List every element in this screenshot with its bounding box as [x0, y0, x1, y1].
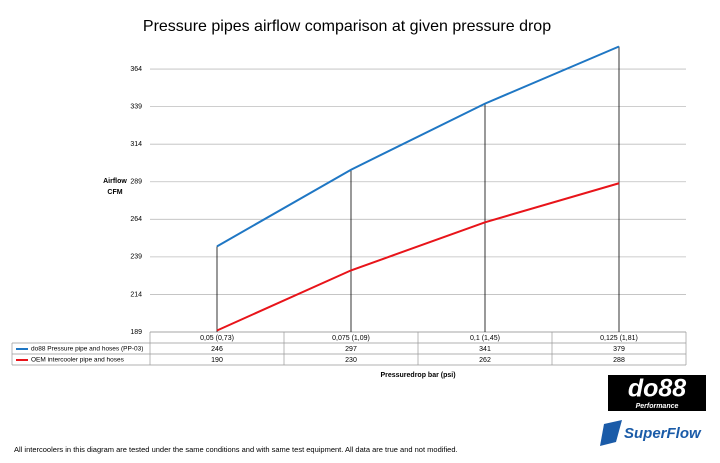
y-tick-label: 364 — [130, 66, 142, 73]
legend-label: do88 Pressure pipe and hoses (PP-03) — [31, 346, 143, 353]
x-tick-label: 0,125 (1,81) — [600, 335, 638, 342]
table-value: 379 — [613, 346, 625, 353]
table-value: 190 — [211, 357, 223, 364]
logo-bg — [608, 375, 706, 411]
y-tick-label: 264 — [130, 216, 142, 223]
y-tick-label: 289 — [130, 179, 142, 186]
x-tick-label: 0,075 (1,09) — [332, 335, 370, 342]
table-value: 246 — [211, 346, 223, 353]
y-axis-label: Airflow — [103, 178, 127, 185]
do88-logo: do88 Performance — [608, 375, 706, 411]
x-tick-label: 0,05 (0,73) — [200, 335, 234, 342]
logo-subtext: Performance — [636, 403, 679, 410]
table-value: 230 — [345, 357, 357, 364]
y-tick-label: 239 — [130, 254, 142, 261]
y-axis-label: CFM — [107, 189, 122, 196]
superflow-logo: SuperFlow — [600, 420, 702, 446]
chart-title: Pressure pipes airflow comparison at giv… — [143, 18, 551, 35]
table-value: 262 — [479, 357, 491, 364]
logo-text: SuperFlow — [624, 425, 702, 442]
footnote: All intercoolers in this diagram are tes… — [14, 445, 458, 454]
y-tick-label: 214 — [130, 291, 142, 298]
logo-mark — [600, 420, 622, 446]
legend-label: OEM intercooler pipe and hoses — [31, 357, 125, 364]
series-line — [216, 45, 620, 248]
table-value: 341 — [479, 346, 491, 353]
table-value: 297 — [345, 346, 357, 353]
x-tick-label: 0,1 (1,45) — [470, 335, 500, 342]
y-tick-label: 314 — [130, 141, 142, 148]
table-value: 288 — [613, 357, 625, 364]
y-tick-label: 189 — [130, 329, 142, 336]
series-line — [216, 182, 620, 332]
logo-text: do88 — [628, 375, 686, 403]
x-axis-label: Pressuredrop bar (psi) — [380, 372, 455, 379]
y-tick-label: 339 — [130, 103, 142, 110]
